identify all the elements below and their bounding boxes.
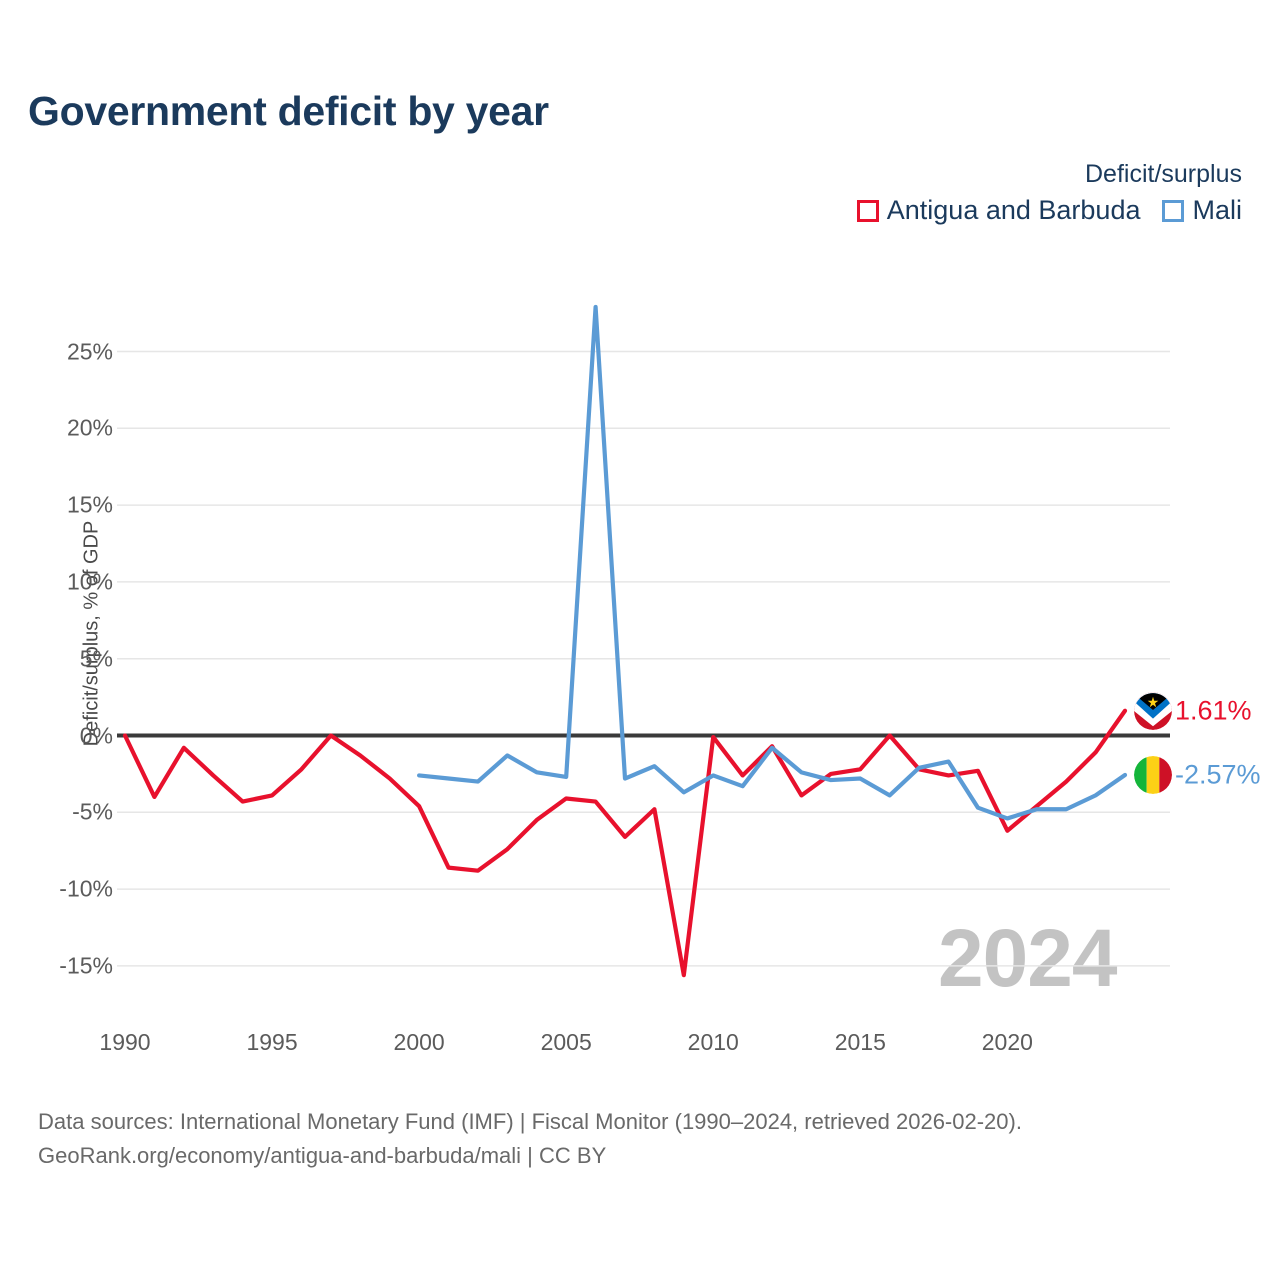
legend-swatch-mali [1162, 199, 1185, 222]
end-value-label-mali: -2.57% [1175, 759, 1261, 790]
x-axis-tick-label: 2005 [540, 1029, 592, 1055]
legend-label-antigua-and-barbuda: Antigua and Barbuda [886, 195, 1141, 225]
y-axis-tick-label: 25% [66, 338, 113, 364]
legend-title: Deficit/surplus [1085, 160, 1242, 188]
y-axis-tick-label: 5% [79, 645, 113, 672]
legend-swatch-antigua-and-barbuda [856, 199, 879, 222]
x-axis-tick-label: 2015 [834, 1029, 886, 1055]
y-axis-tick-label: -10% [59, 875, 113, 902]
x-axis-tick-label: 1995 [246, 1029, 298, 1055]
flag-antigua-and-barbuda-icon [1134, 691, 1172, 730]
footer-line-sources: Data sources: International Monetary Fun… [38, 1109, 1022, 1134]
legend-label-mali: Mali [1192, 195, 1242, 225]
y-axis-tick-label: 15% [66, 491, 113, 518]
year-watermark: 2024 [938, 913, 1117, 1004]
legend-item-antigua-and-barbuda[interactable]: Antigua and Barbuda [856, 195, 1141, 226]
x-axis-tick-label: 2020 [981, 1029, 1033, 1055]
x-axis-tick-label: 1990 [99, 1029, 151, 1055]
legend: Deficit/surplus Antigua and Barbuda Mali [856, 160, 1242, 226]
y-axis-tick-label: 0% [79, 722, 113, 748]
flag-mali-icon [1134, 755, 1172, 794]
y-axis-tick-label: -15% [59, 952, 113, 979]
end-value-label-antigua-and-barbuda: 1.61% [1175, 695, 1252, 726]
x-axis-tick-label: 2010 [687, 1029, 739, 1055]
legend-item-mali[interactable]: Mali [1162, 195, 1242, 226]
x-axis-tick-label: 2000 [393, 1029, 445, 1055]
y-axis-tick-label: -5% [72, 798, 113, 825]
y-axis-tick-label: 10% [66, 568, 113, 595]
footer: Data sources: International Monetary Fun… [38, 1105, 1022, 1173]
footer-line-attribution: GeoRank.org/economy/antigua-and-barbuda/… [38, 1143, 607, 1169]
page-title: Government deficit by year [28, 88, 549, 134]
y-axis-tick-label: 20% [66, 414, 113, 441]
legend-items: Antigua and Barbuda Mali [856, 195, 1242, 226]
